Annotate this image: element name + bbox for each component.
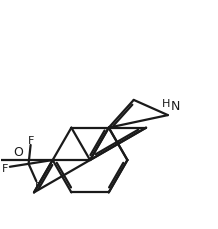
Text: N: N [170, 100, 180, 113]
Text: F: F [2, 163, 8, 173]
Text: F: F [28, 136, 34, 145]
Text: O: O [14, 145, 23, 158]
Text: F: F [35, 181, 41, 191]
Text: H: H [162, 99, 171, 109]
